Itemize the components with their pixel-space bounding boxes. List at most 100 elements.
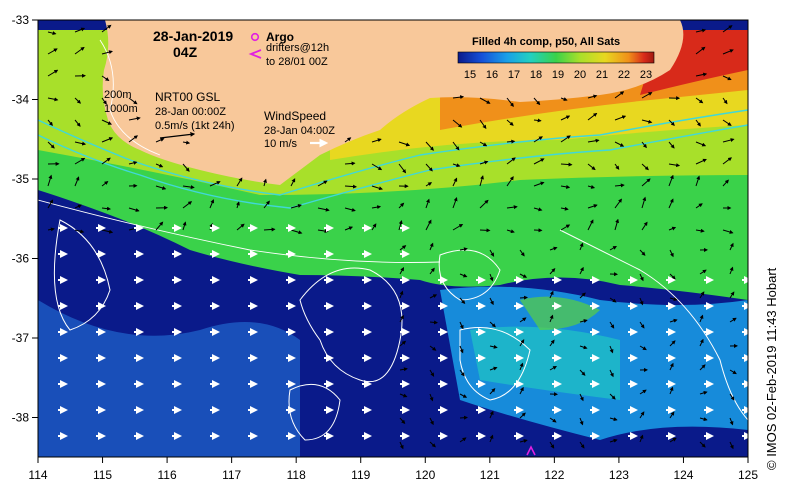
current-legend: NRT00 GSL 28-Jan 00:00Z 0.5m/s (1kt 24h) [155, 90, 234, 139]
colorbar-tick-label: 20 [574, 69, 586, 81]
current-vector [699, 417, 708, 422]
current-vector [74, 141, 87, 146]
current-vector [459, 321, 464, 330]
current-vector [549, 339, 555, 347]
current-vector [695, 28, 707, 33]
current-vector [479, 141, 488, 147]
current-vector [101, 206, 111, 211]
colorbar-tick-label: 16 [486, 69, 498, 81]
wind-legend-date: 28-Jan 04:00Z [264, 125, 335, 137]
isobath-200m [38, 109, 748, 196]
current-vector [371, 205, 382, 210]
current-vector [668, 163, 681, 168]
current-vector [729, 417, 734, 426]
current-vector [668, 119, 675, 127]
current-vector [489, 249, 495, 257]
map-panel [38, 20, 748, 457]
sst-contour [288, 383, 341, 441]
current-vector [614, 163, 620, 170]
x-tick-label: 118 [287, 468, 306, 482]
wind-legend-title: WindSpeed [264, 109, 326, 123]
x-tick-label: 121 [480, 468, 500, 482]
current-legend-date: 28-Jan 00:00Z [155, 106, 226, 118]
current-vector [101, 75, 110, 81]
current-vector [452, 223, 464, 231]
current-vector [317, 180, 328, 187]
current-scale-arrow [159, 132, 196, 139]
current-vector [669, 297, 678, 302]
current-vector [47, 48, 58, 55]
current-vector [560, 162, 573, 167]
current-vector [263, 178, 267, 187]
current-vectors [47, 24, 738, 450]
current-vector [101, 157, 111, 165]
current-vector [429, 417, 434, 426]
current-vector [506, 97, 514, 107]
current-vector [614, 141, 625, 147]
current-vector [371, 185, 383, 191]
current-vector [549, 314, 554, 323]
mixed-water-patch-west [38, 300, 300, 457]
current-vector [533, 207, 543, 212]
current-vector [560, 97, 568, 101]
current-vector [344, 226, 354, 231]
current-vector [101, 119, 113, 125]
current-vector [101, 50, 113, 55]
current-legend-title: NRT00 GSL [155, 90, 220, 104]
drifter-track-marker [526, 445, 536, 456]
current-vector [74, 97, 82, 104]
current-vector [399, 314, 404, 323]
current-legend-scale: 0.5m/s (1kt 24h) [155, 120, 234, 132]
current-vector [398, 163, 407, 174]
drifter-chevron-icon [248, 49, 262, 59]
current-vector [641, 141, 647, 149]
current-vector [399, 367, 408, 372]
drifters-label-line1: drifters@12h [266, 42, 329, 54]
current-vector [695, 97, 704, 104]
sst-contour [53, 219, 111, 331]
drifters-label-line2: to 28/01 00Z [266, 56, 328, 68]
depth-label-1000m: 1000m [104, 103, 138, 115]
current-vector [609, 297, 617, 303]
current-vector [101, 137, 114, 143]
current-vector [641, 178, 651, 187]
current-vector [579, 441, 585, 449]
x-tick-label: 115 [93, 468, 112, 482]
current-vector [479, 119, 487, 130]
current-vector [641, 196, 647, 209]
current-vector [560, 206, 569, 211]
current-vector [699, 441, 706, 448]
current-vector [533, 118, 542, 123]
current-vector [722, 49, 734, 55]
current-vector [614, 183, 625, 188]
current-vector [641, 221, 648, 231]
current-vector [429, 294, 438, 299]
current-vector [729, 393, 735, 401]
current-vector [452, 197, 458, 209]
current-vector [74, 229, 85, 234]
current-vector [155, 221, 164, 231]
current-vector [519, 386, 524, 395]
current-vector [101, 180, 109, 187]
current-vector [479, 175, 484, 187]
current-vector [47, 141, 55, 149]
current-vector [519, 295, 528, 300]
current-vector [452, 119, 463, 128]
current-vector [452, 177, 458, 187]
current-vector [398, 202, 405, 209]
current-vector [155, 163, 164, 168]
current-vector [587, 94, 598, 99]
x-tick-label: 114 [28, 468, 47, 482]
colorbar-tick-label: 19 [552, 69, 564, 81]
y-tick-label: -37 [12, 331, 30, 345]
current-vector [128, 97, 138, 105]
current-vector [609, 393, 616, 400]
colorbar-tick-label: 15 [464, 69, 476, 81]
current-vector [641, 92, 653, 99]
current-vector [669, 318, 678, 323]
current-vector [429, 369, 435, 377]
current-vector [209, 199, 215, 209]
current-vector [579, 417, 584, 426]
current-vector [639, 249, 646, 256]
current-vector [695, 141, 707, 147]
